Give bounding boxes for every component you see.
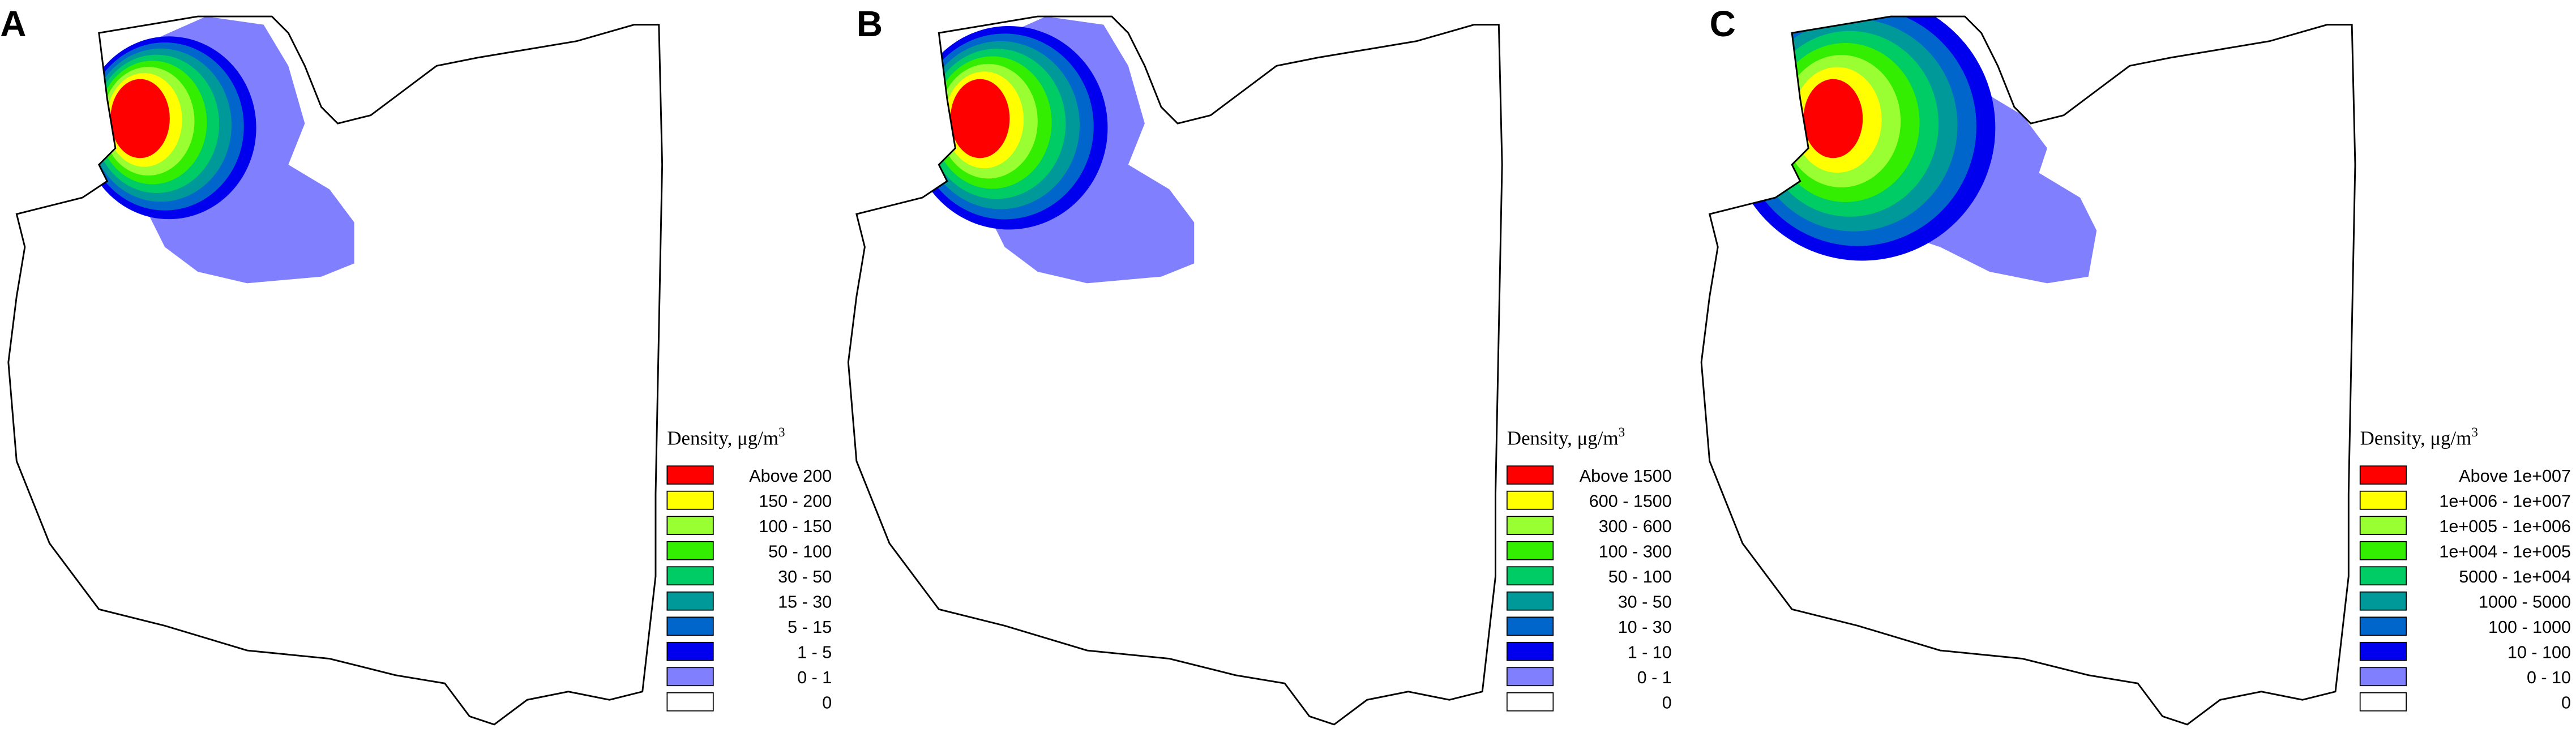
legend-label: 100 - 1000 (2488, 618, 2571, 637)
legend-label: 100 - 300 (1599, 542, 1672, 561)
legend-label: 100 - 150 (759, 517, 832, 536)
legend-swatch (666, 490, 714, 510)
legend-label: 0 (822, 693, 832, 712)
legend-swatch (666, 541, 714, 560)
boundary (847, 15, 1503, 726)
legend-swatch (1507, 490, 1554, 510)
legend-label: 5 - 15 (788, 618, 832, 637)
panel: C Density, μg/m3 Above 1e+007 1e+006 - 1e+0… (1700, 3, 2571, 726)
legend-title-sup: 3 (2471, 425, 2478, 440)
legend-swatch (2359, 616, 2407, 636)
legend-title-sup: 3 (778, 425, 785, 440)
legend-label: 1 - 5 (797, 643, 832, 662)
legend-swatch (666, 641, 714, 661)
legend-swatch (666, 465, 714, 485)
legend-swatch (2359, 692, 2407, 712)
legend-swatch (1507, 541, 1554, 560)
legend-swatch (2359, 591, 2407, 611)
legend-swatch (2359, 465, 2407, 485)
legend-title-text: Density, μg/m (1507, 427, 1619, 449)
plume-band (1803, 79, 1863, 159)
panel: A Density, μg/m3 Above 200 150 - 200 100 - 1… (0, 3, 832, 726)
legend-label: 30 - 50 (778, 567, 832, 586)
boundary (7, 15, 664, 726)
legend-swatch (1507, 692, 1554, 712)
legend-label: 50 - 100 (768, 542, 832, 561)
legend-swatch (2359, 516, 2407, 536)
legend-label: 30 - 50 (1618, 592, 1672, 611)
legend-swatch (666, 591, 714, 611)
legend-title-text: Density, μg/m (667, 427, 778, 449)
legend-label: 1e+004 - 1e+005 (2439, 542, 2571, 561)
legend-label: 600 - 1500 (1589, 491, 1672, 511)
legend-swatch (1507, 566, 1554, 586)
plume-band (110, 79, 170, 159)
legend-swatch (2359, 490, 2407, 510)
legend-swatch (666, 516, 714, 536)
legend-label: 50 - 100 (1608, 567, 1672, 586)
legend-swatch (2359, 566, 2407, 586)
legend-title-sup: 3 (1619, 425, 1625, 440)
legend-label: 150 - 200 (759, 491, 832, 511)
legend-swatch (1507, 465, 1554, 485)
legend-label: 1 - 10 (1628, 643, 1672, 662)
plume (82, 16, 354, 284)
legend-label: 5000 - 1e+004 (2459, 567, 2571, 586)
legend-label: Above 200 (749, 466, 832, 486)
plume (1728, 16, 2097, 284)
legend-label: 0 (1662, 693, 1672, 712)
legend-swatch (1507, 516, 1554, 536)
legend-swatch (1507, 641, 1554, 661)
panel-label: C (1710, 3, 1736, 44)
legend-label: 15 - 30 (778, 592, 832, 611)
legend-label: 1e+005 - 1e+006 (2439, 517, 2571, 536)
legend-swatch (1507, 591, 1554, 611)
legend-title-text: Density, μg/m (2360, 427, 2472, 449)
legend-label: 0 (2561, 693, 2571, 712)
boundary (1700, 15, 2356, 726)
legend-label: 1000 - 5000 (2479, 592, 2571, 611)
legend-label: Above 1e+007 (2459, 466, 2571, 486)
legend-swatch (666, 566, 714, 586)
legend-swatch (2359, 667, 2407, 687)
legend-swatch (2359, 541, 2407, 560)
legend-label: 0 - 10 (2527, 668, 2571, 687)
legend-label: 10 - 30 (1618, 618, 1672, 637)
panel-label: B (857, 3, 883, 44)
legend-label: 0 - 1 (1637, 668, 1672, 687)
legend-swatch (666, 667, 714, 687)
legend-title: Density, μg/m3 (1507, 425, 1625, 449)
legend-title: Density, μg/m3 (667, 425, 785, 449)
legend-label: 1e+006 - 1e+007 (2439, 491, 2571, 511)
legend-swatch (666, 616, 714, 636)
legend-label: Above 1500 (1580, 466, 1672, 486)
panel-label: A (0, 3, 26, 44)
legend-swatch (666, 692, 714, 712)
legend-label: 300 - 600 (1599, 517, 1672, 536)
legend-swatch (1507, 616, 1554, 636)
plume-band (950, 79, 1010, 159)
legend-swatch (1507, 667, 1554, 687)
legend-label: 0 - 1 (797, 668, 832, 687)
plume (910, 16, 1195, 284)
legend-swatch (2359, 641, 2407, 661)
legend-label: 10 - 100 (2507, 643, 2571, 662)
legend-title: Density, μg/m3 (2360, 425, 2478, 449)
